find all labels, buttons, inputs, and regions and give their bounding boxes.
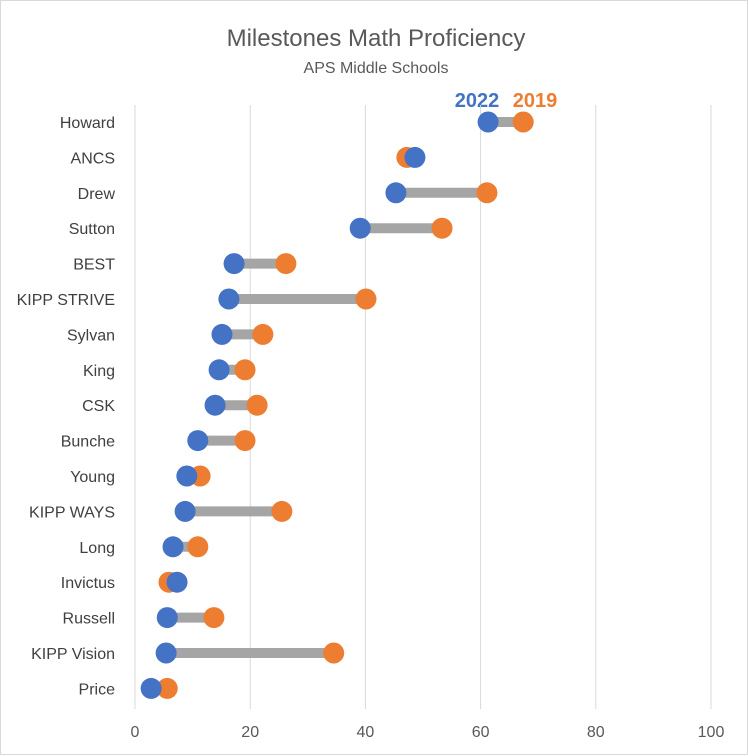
category-label: CSK [82, 398, 115, 415]
x-tick-label: 0 [131, 724, 140, 741]
category-label: Sylvan [67, 327, 115, 344]
point-2019 [156, 677, 178, 699]
point-2022 [156, 607, 178, 629]
point-2022 [204, 394, 226, 416]
chart-subtitle: APS Middle Schools [304, 60, 449, 77]
point-2022 [477, 111, 499, 133]
x-tick-label: 40 [357, 724, 375, 741]
category-label: KIPP STRIVE [17, 292, 115, 309]
point-2022 [155, 642, 177, 664]
chart-title: Milestones Math Proficiency [227, 25, 526, 52]
category-label: Young [70, 469, 115, 486]
point-2019 [234, 359, 256, 381]
category-label: Price [79, 681, 116, 698]
point-2022 [208, 359, 230, 381]
point-2022 [162, 536, 184, 558]
point-2022 [187, 430, 209, 452]
legend-2019: 2019 [513, 90, 558, 112]
point-2019 [275, 253, 297, 275]
point-2022 [166, 571, 188, 593]
point-2019 [323, 642, 345, 664]
category-label: Bunche [61, 434, 115, 451]
point-2022 [223, 253, 245, 275]
category-label: ANCS [71, 150, 115, 167]
x-tick-label: 20 [241, 724, 259, 741]
point-2019 [512, 111, 534, 133]
category-label: Long [79, 540, 115, 557]
point-2022 [404, 146, 426, 168]
point-2019 [203, 607, 225, 629]
category-label: Russell [63, 611, 115, 628]
x-tick-label: 100 [698, 724, 725, 741]
x-tick-label: 80 [587, 724, 605, 741]
point-2019 [355, 288, 377, 310]
point-2022 [218, 288, 240, 310]
category-label: Drew [78, 186, 116, 203]
legend-2022: 2022 [455, 90, 500, 112]
point-2022 [176, 465, 198, 487]
x-tick-label: 60 [472, 724, 490, 741]
point-2022 [140, 677, 162, 699]
category-label: Sutton [69, 221, 115, 238]
point-2019 [234, 430, 256, 452]
category-label: King [83, 363, 115, 380]
point-2022 [174, 500, 196, 522]
category-label: BEST [73, 257, 115, 274]
category-label: KIPP Vision [31, 646, 115, 663]
category-label: KIPP WAYS [29, 504, 115, 521]
point-2019 [271, 500, 293, 522]
point-2022 [349, 217, 371, 239]
point-2019 [431, 217, 453, 239]
point-2022 [385, 182, 407, 204]
point-2019 [187, 536, 209, 558]
point-2019 [476, 182, 498, 204]
category-label: Invictus [61, 575, 115, 592]
category-label: Howard [60, 115, 115, 132]
point-2019 [246, 394, 268, 416]
point-2019 [252, 323, 274, 345]
point-2022 [211, 323, 233, 345]
